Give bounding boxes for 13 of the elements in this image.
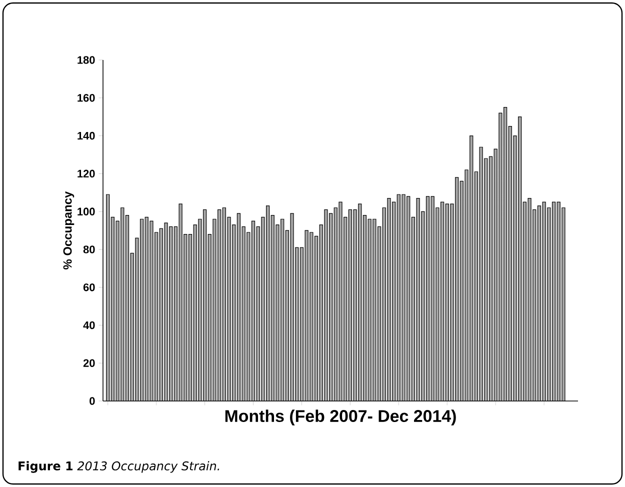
y-tick-label: 100 — [78, 208, 95, 216]
y-tick-label: 40 — [83, 321, 95, 330]
y-tick-label: 0 — [90, 397, 95, 405]
y-tick-label: 80 — [83, 246, 95, 254]
y-tick-label: 120 — [78, 170, 95, 178]
text: Figure 1 2013 Occupancy Strain. — [18, 461, 220, 473]
y-tick-label: 60 — [83, 283, 95, 292]
y-axis-title: % Occupancy — [63, 191, 74, 270]
y-tick-label: 180 — [78, 56, 95, 64]
y-tick-label: 160 — [78, 94, 95, 102]
y-tick-label: 140 — [78, 132, 95, 140]
y-tick-label: 20 — [83, 359, 95, 367]
x-axis-title: Months (Feb 2007- Dec 2014) — [225, 410, 456, 426]
